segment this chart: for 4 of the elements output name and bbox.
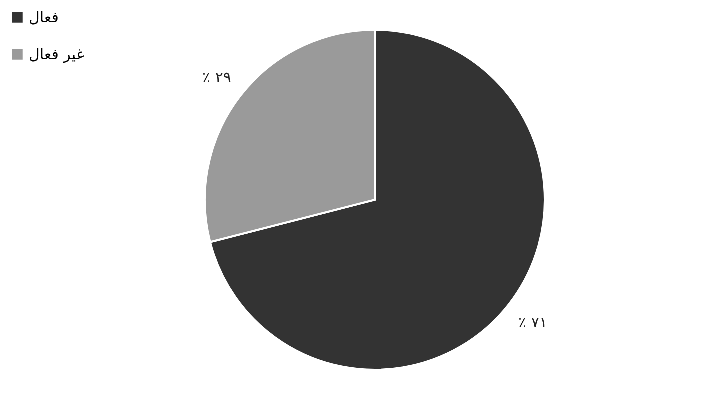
data-label: ٪ ۲۹ [202,68,232,86]
legend-label: غير فعال [29,46,84,64]
data-label: ٪ ۷۱ [518,314,548,332]
legend-label: فعال [29,8,59,26]
